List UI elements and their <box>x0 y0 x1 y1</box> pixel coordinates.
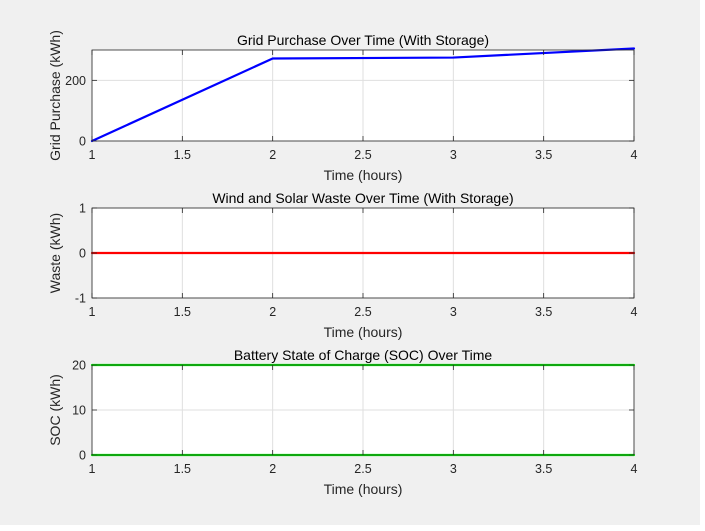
x-tick-label: 3 <box>450 305 457 319</box>
y-tick-label: 200 <box>65 74 86 88</box>
x-tick-label: 4 <box>631 148 638 162</box>
x-tick-label: 3 <box>450 462 457 476</box>
x-axis-label: Time (hours) <box>324 167 403 183</box>
y-tick-label: 10 <box>72 404 86 418</box>
x-tick-label: 2 <box>269 305 276 319</box>
y-tick-label: 0 <box>79 449 86 463</box>
y-tick-label: 20 <box>72 359 86 373</box>
y-tick-label: 1 <box>79 202 86 216</box>
x-tick-label: 1 <box>89 148 96 162</box>
x-tick-label: 3.5 <box>535 305 552 319</box>
x-axis-label: Time (hours) <box>324 481 403 497</box>
x-tick-label: 1 <box>89 462 96 476</box>
x-tick-label: 2.5 <box>354 305 371 319</box>
chart-title: Wind and Solar Waste Over Time (With Sto… <box>212 190 513 206</box>
x-tick-label: 2.5 <box>354 462 371 476</box>
y-tick-label: 0 <box>79 247 86 261</box>
x-tick-label: 2 <box>269 148 276 162</box>
x-tick-label: 4 <box>631 305 638 319</box>
background-window-edge <box>700 0 705 531</box>
background-window-edge-bottom <box>0 525 705 531</box>
chart-title: Battery State of Charge (SOC) Over Time <box>234 347 493 363</box>
y-tick-label: 0 <box>79 135 86 149</box>
y-axis-label: Waste (kWh) <box>47 213 63 293</box>
y-axis-label: SOC (kWh) <box>47 374 63 446</box>
x-tick-label: 3 <box>450 148 457 162</box>
x-tick-label: 4 <box>631 462 638 476</box>
chart-title: Grid Purchase Over Time (With Storage) <box>237 32 489 48</box>
x-tick-label: 1.5 <box>174 462 191 476</box>
x-tick-label: 2 <box>269 462 276 476</box>
subplot-3: 1 1.5 2 2.5 3 3.5 4 0 10 20 Battery State of Charg… <box>47 347 638 497</box>
x-axis-label: Time (hours) <box>324 324 403 340</box>
subplot-1: 1 1.5 2 2.5 3 3.5 4 0 200 Grid Purchase Over Time… <box>47 30 638 183</box>
subplot-2: 1 1.5 2 2.5 3 3.5 4 -1 0 1 Wind and Solar Waste Ov… <box>47 190 638 340</box>
x-tick-label: 2.5 <box>354 148 371 162</box>
x-tick-label: 3.5 <box>535 462 552 476</box>
x-tick-label: 1.5 <box>174 148 191 162</box>
y-tick-label: -1 <box>75 292 86 306</box>
x-tick-label: 1.5 <box>174 305 191 319</box>
y-axis-label: Grid Purchase (kWh) <box>47 30 63 161</box>
x-tick-label: 3.5 <box>535 148 552 162</box>
x-tick-label: 1 <box>89 305 96 319</box>
